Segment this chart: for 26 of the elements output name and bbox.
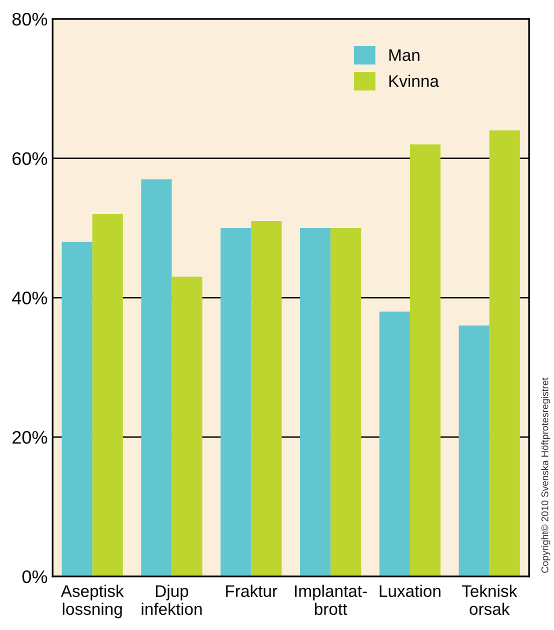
x-tick-label: Djup infektion <box>142 584 202 615</box>
x-tick-label: Teknisk orsak <box>462 584 518 615</box>
bar <box>220 228 252 576</box>
legend-label: Man <box>389 49 420 62</box>
bar <box>458 326 490 576</box>
y-tick-label: 0% <box>22 570 48 584</box>
x-tick-label: Implantat- brott <box>295 584 367 615</box>
bar <box>330 228 362 576</box>
bar <box>251 221 282 576</box>
bar <box>379 312 410 576</box>
x-tick-label: Luxation <box>380 584 440 598</box>
bar <box>300 228 331 576</box>
y-tick-label: 20% <box>12 430 48 444</box>
text: Copyright© 2010 Svenska Höftprotesregistret <box>541 378 550 573</box>
x-tick-label: Fraktur <box>226 584 278 598</box>
y-tick-label: 60% <box>12 152 48 166</box>
x-tick-label: Aseptisk lossning <box>60 584 124 618</box>
bar <box>410 144 441 576</box>
bar <box>489 130 520 576</box>
y-tick-label: 40% <box>12 292 48 304</box>
bar <box>92 214 123 576</box>
y-tick-label: 80% <box>12 12 48 26</box>
legend-label: Kvinna <box>389 74 439 87</box>
bar <box>62 242 92 576</box>
bar <box>172 276 202 576</box>
bar <box>141 179 172 576</box>
